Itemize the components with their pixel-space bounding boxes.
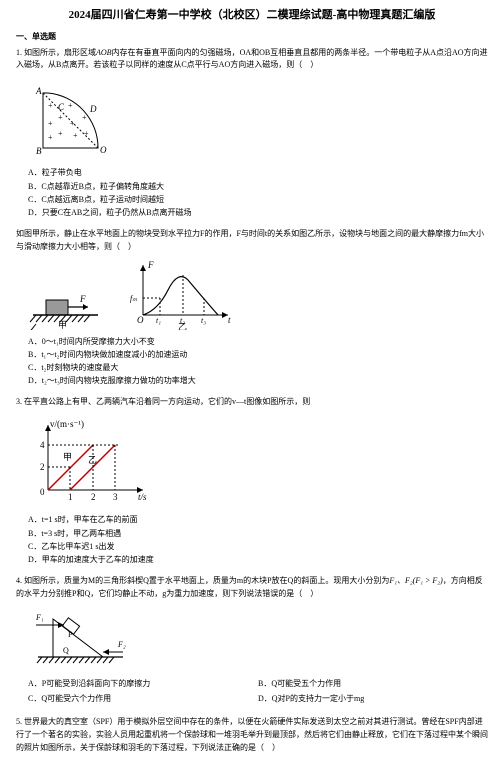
q3-figure: v/(m·s⁻¹) 4 2 0 1 2 3 t/s 甲 乙	[28, 415, 488, 508]
svg-text:t₁: t₁	[156, 316, 161, 325]
svg-text:F: F	[147, 260, 154, 270]
svg-text:B: B	[36, 146, 42, 156]
svg-text:t: t	[228, 315, 231, 325]
svg-text:0: 0	[40, 487, 45, 497]
q4-optC: C．Q可能受六个力作用	[28, 693, 258, 704]
q4-optA: A．P可能受到沿斜面向下的摩擦力	[28, 678, 258, 689]
q3-optB: B．t=3 s时，甲乙两车相遇	[28, 528, 488, 539]
svg-text:+: +	[68, 101, 73, 110]
q3-xlabel: t/s	[138, 492, 147, 502]
svg-text:+: +	[58, 113, 63, 122]
q4-optB: B．Q可能受五个力作用	[258, 678, 488, 689]
q1-ta: 如图所示，扇形区域	[24, 48, 96, 57]
q3-txt: 在平直公路上有甲、乙两辆汽车沿着同一方向运动，它们的v—t图像如图所示，则	[24, 397, 310, 406]
section-header: 一、单选题	[16, 31, 488, 42]
q3-ylabel: v/(m·s⁻¹)	[50, 419, 84, 429]
svg-text:+: +	[48, 133, 53, 142]
q4-num: 4.	[16, 576, 22, 585]
q2-jia: 甲	[58, 320, 67, 330]
svg-text:F₁: F₁	[35, 613, 44, 622]
svg-text:2: 2	[40, 462, 45, 472]
q2-optA: A．0～t₁时间内所受摩擦力大小不变	[28, 336, 488, 347]
q4-ta: 如图所示，质量为M的三角形斜楔Q置于水平地面上，质量为m的木块P放在Q的斜面上。…	[24, 576, 389, 585]
question-3: 3. 在平直公路上有甲、乙两辆汽车沿着同一方向运动，它们的v—t图像如图所示，则…	[16, 396, 488, 565]
q2-yi: 乙	[178, 322, 187, 330]
svg-text:2: 2	[91, 492, 96, 502]
q1-optC: C．C点越远离B点，粒子运动时间越短	[28, 194, 488, 205]
q3-yi: 乙	[88, 455, 97, 465]
page-title: 2024届四川省仁寿第一中学校（北校区）二模理综试题-高中物理真题汇编版	[16, 8, 488, 23]
q5-txt: 世界最大的真空室（SPF）用于模拟外层空间中存在的条件，以便在火箭硬件实际发送到…	[16, 717, 488, 752]
svg-text:+: +	[58, 129, 63, 138]
svg-text:F: F	[79, 294, 86, 304]
svg-text:t₃: t₃	[201, 316, 206, 325]
question-1: 1. 如图所示，扇形区域AOB内存在有垂直平面向内的匀强磁场，OA和OB互相垂直…	[16, 47, 488, 219]
q2-optB: B．t₁～t₂时间内物块做加速度减小的加速运动	[28, 349, 488, 360]
svg-text:+: +	[82, 113, 87, 122]
q3-options: A．t=1 s时，甲车在乙车的前面 B．t=3 s时，甲乙两车相遇 C．乙车比甲…	[28, 514, 488, 565]
q5-num: 5.	[16, 717, 22, 726]
q2-figure: F 甲 F fₘ O t₁ t₂ t₃ t 乙	[28, 260, 488, 330]
svg-text:A: A	[35, 86, 42, 96]
svg-text:+: +	[48, 119, 53, 128]
q1-figure: A O B C D + + + + + + + + + +	[28, 78, 488, 161]
q2-optC: C．t₂时刻物块的速度最大	[28, 362, 488, 373]
q3-num: 3.	[16, 397, 22, 406]
q1-options: A．粒子带负电 B．C点越靠近B点，粒子偏转角度越大 C．C点越远离B点，粒子运…	[28, 167, 488, 218]
q4-text: 4. 如图所示，质量为M的三角形斜楔Q置于水平地面上，质量为m的木块P放在Q的斜…	[16, 575, 488, 601]
q1-tb: 内存在有垂直平面向内的匀强磁场，	[112, 48, 240, 57]
q1-optA: A．粒子带负电	[28, 167, 488, 178]
q3-optC: C．乙车比甲车迟1 s出发	[28, 541, 488, 552]
svg-text:C: C	[58, 102, 65, 112]
q3-optA: A．t=1 s时，甲车在乙车的前面	[28, 514, 488, 525]
svg-text:+: +	[48, 101, 53, 110]
q1-num: 1.	[16, 48, 22, 57]
svg-text:+: +	[73, 131, 78, 140]
svg-text:1: 1	[68, 492, 73, 502]
q3-text: 3. 在平直公路上有甲、乙两辆汽车沿着同一方向运动，它们的v—t图像如图所示，则	[16, 396, 488, 409]
svg-text:O: O	[100, 145, 107, 155]
q4-figure: F₁ F₂ P Q	[28, 607, 488, 670]
q4-options: A．P可能受到沿斜面向下的摩擦力 B．Q可能受五个力作用 C．Q可能受六个力作用…	[28, 676, 488, 706]
q2-options: A．0～t₁时间内所受摩擦力大小不变 B．t₁～t₂时间内物块做加速度减小的加速…	[28, 336, 488, 387]
q1-text: 1. 如图所示，扇形区域AOB内存在有垂直平面向内的匀强磁场，OA和OB互相垂直…	[16, 47, 488, 73]
svg-text:P: P	[68, 630, 73, 639]
q1-optB: B．C点越靠近B点，粒子偏转角度越大	[28, 181, 488, 192]
svg-text:+: +	[84, 129, 89, 138]
q3-optD: D．甲车的加速度大于乙车的加速度	[28, 554, 488, 565]
q3-jia: 甲	[63, 452, 72, 462]
svg-text:Q: Q	[63, 646, 69, 655]
q2-text: 如图甲所示，静止在水平地面上的物块受到水平拉力F的作用，F与时间t的关系如图乙所…	[16, 228, 488, 254]
q1-optD: D．只要C在AB之间，粒子仍然从B点离开磁场	[28, 207, 488, 218]
question-5: 5. 世界最大的真空室（SPF）用于模拟外层空间中存在的条件，以便在火箭硬件实际…	[16, 716, 488, 754]
question-2: 如图甲所示，静止在水平地面上的物块受到水平拉力F的作用，F与时间t的关系如图乙所…	[16, 228, 488, 386]
svg-text:4: 4	[40, 440, 45, 450]
q5-text: 5. 世界最大的真空室（SPF）用于模拟外层空间中存在的条件，以便在火箭硬件实际…	[16, 716, 488, 754]
svg-text:fₘ: fₘ	[130, 294, 137, 303]
svg-text:F₂: F₂	[117, 640, 126, 649]
q4-optD: D．Q对P的支持力一定小于mg	[258, 693, 488, 704]
question-4: 4. 如图所示，质量为M的三角形斜楔Q置于水平地面上，质量为m的木块P放在Q的斜…	[16, 575, 488, 706]
svg-text:3: 3	[113, 492, 118, 502]
svg-text:D: D	[89, 104, 97, 114]
svg-text:+: +	[70, 119, 75, 128]
svg-text:O: O	[137, 315, 144, 325]
q2-optD: D．t₂～t₃时间内物块克服摩擦力做功的功率增大	[28, 375, 488, 386]
